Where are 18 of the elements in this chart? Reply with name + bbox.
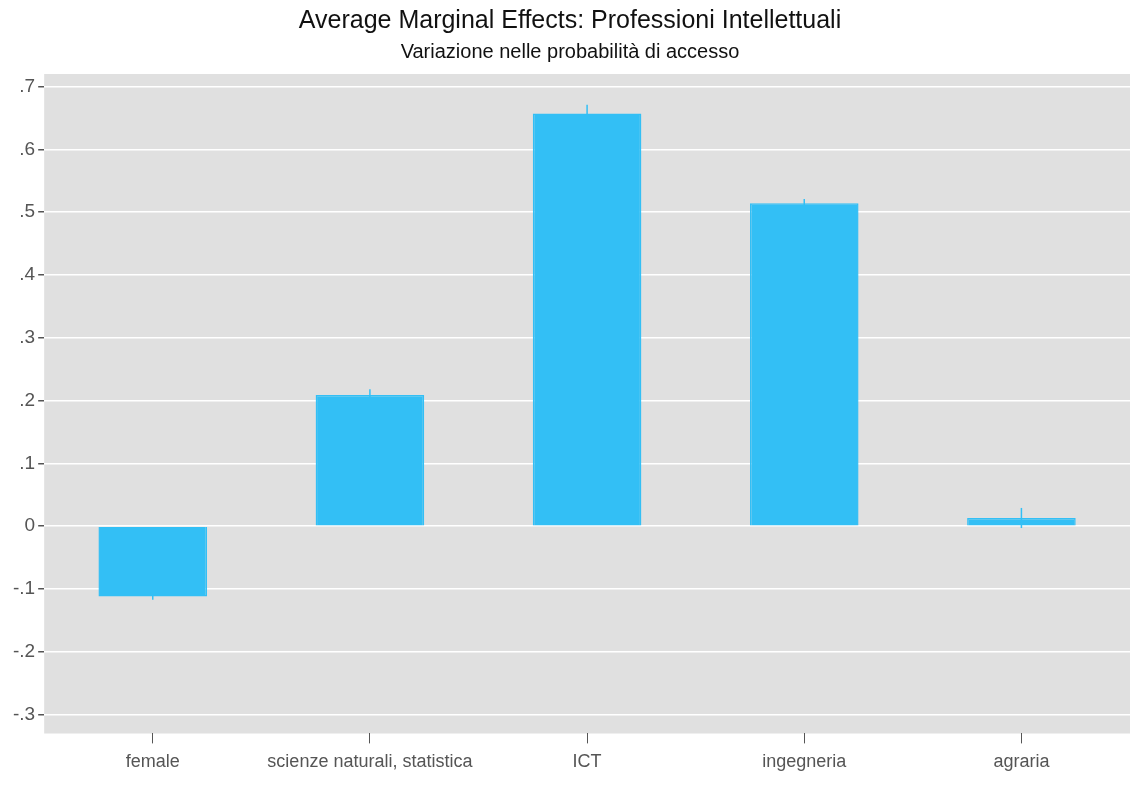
y-tick-label: .7 — [19, 74, 36, 96]
y-tick-label: 0 — [24, 514, 36, 536]
y-tick-label: .3 — [19, 325, 36, 347]
chart-title: Average Marginal Effects: Professioni Intellettuali — [298, 4, 842, 33]
chart-subtitle: Variazione nelle probabilità di accesso — [400, 39, 740, 62]
y-tick-label: .2 — [19, 388, 36, 410]
y-tick-label: -.3 — [12, 702, 36, 724]
y-tick-label: .5 — [19, 200, 36, 222]
x-tick-label: ICT — [572, 751, 602, 772]
y-tick-label: .1 — [19, 451, 36, 473]
x-tick-label: agraria — [993, 751, 1051, 772]
x-tick-label: scienze naturali, statistica — [267, 751, 474, 772]
y-tick-label: -.2 — [12, 639, 36, 661]
x-tick-label: ingegneria — [762, 751, 848, 772]
y-tick-label: -.1 — [12, 577, 36, 599]
y-tick-label: .6 — [19, 137, 36, 159]
x-tick-label: female — [125, 751, 180, 772]
y-tick-label: .4 — [19, 263, 36, 285]
